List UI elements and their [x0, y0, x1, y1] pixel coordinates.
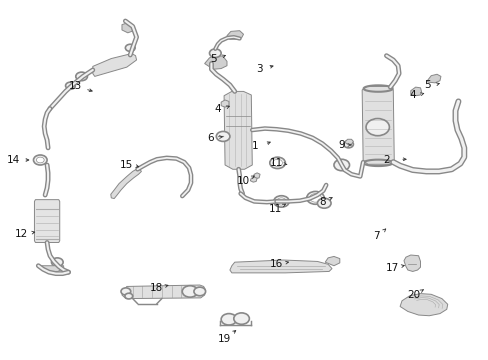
Text: 20: 20: [407, 290, 419, 300]
Circle shape: [209, 49, 221, 58]
Circle shape: [182, 286, 198, 297]
Text: 11: 11: [269, 158, 283, 168]
Circle shape: [233, 313, 249, 324]
Text: 4: 4: [215, 104, 221, 113]
Circle shape: [273, 196, 288, 207]
Circle shape: [269, 157, 285, 168]
Circle shape: [51, 258, 63, 266]
Text: 7: 7: [372, 231, 379, 242]
Circle shape: [121, 288, 130, 295]
Circle shape: [366, 118, 388, 136]
Text: 12: 12: [15, 229, 28, 239]
Text: 3: 3: [255, 64, 262, 74]
Text: 13: 13: [68, 81, 82, 91]
Polygon shape: [122, 23, 133, 33]
Polygon shape: [111, 168, 141, 199]
Polygon shape: [204, 55, 226, 69]
Polygon shape: [122, 285, 205, 298]
Circle shape: [333, 159, 349, 171]
Polygon shape: [253, 173, 260, 179]
Text: 5: 5: [424, 80, 430, 90]
Polygon shape: [93, 54, 136, 76]
Polygon shape: [325, 256, 339, 266]
Polygon shape: [403, 255, 420, 271]
Circle shape: [33, 155, 47, 165]
Circle shape: [221, 314, 236, 325]
Circle shape: [276, 198, 286, 205]
Text: 9: 9: [338, 140, 345, 150]
Text: 5: 5: [210, 54, 217, 64]
Circle shape: [343, 141, 353, 148]
Circle shape: [306, 192, 324, 204]
Text: 1: 1: [251, 141, 258, 151]
Text: 4: 4: [409, 90, 416, 100]
Polygon shape: [344, 139, 353, 144]
Polygon shape: [399, 294, 447, 316]
Text: 19: 19: [217, 334, 230, 343]
Circle shape: [76, 72, 87, 81]
Text: 8: 8: [318, 197, 325, 207]
Text: 16: 16: [269, 259, 282, 269]
Circle shape: [194, 287, 205, 296]
Text: 6: 6: [207, 133, 213, 143]
Circle shape: [272, 159, 282, 166]
Circle shape: [65, 82, 75, 89]
Polygon shape: [427, 74, 440, 83]
Polygon shape: [410, 87, 421, 96]
Text: 17: 17: [385, 263, 398, 273]
Polygon shape: [362, 86, 393, 164]
Polygon shape: [224, 91, 252, 169]
Text: 11: 11: [268, 204, 281, 214]
Circle shape: [36, 157, 44, 163]
Polygon shape: [226, 31, 243, 39]
Circle shape: [216, 131, 229, 141]
Polygon shape: [229, 260, 331, 273]
Text: 2: 2: [383, 156, 389, 165]
Text: 10: 10: [236, 176, 249, 186]
Text: 18: 18: [149, 283, 163, 293]
Circle shape: [309, 194, 321, 202]
Polygon shape: [250, 177, 257, 182]
Circle shape: [124, 293, 132, 299]
Text: 15: 15: [120, 159, 133, 170]
Text: 14: 14: [7, 155, 20, 165]
Circle shape: [317, 198, 330, 208]
Polygon shape: [34, 200, 60, 243]
Circle shape: [125, 44, 135, 51]
Polygon shape: [41, 266, 63, 271]
Polygon shape: [221, 100, 228, 107]
